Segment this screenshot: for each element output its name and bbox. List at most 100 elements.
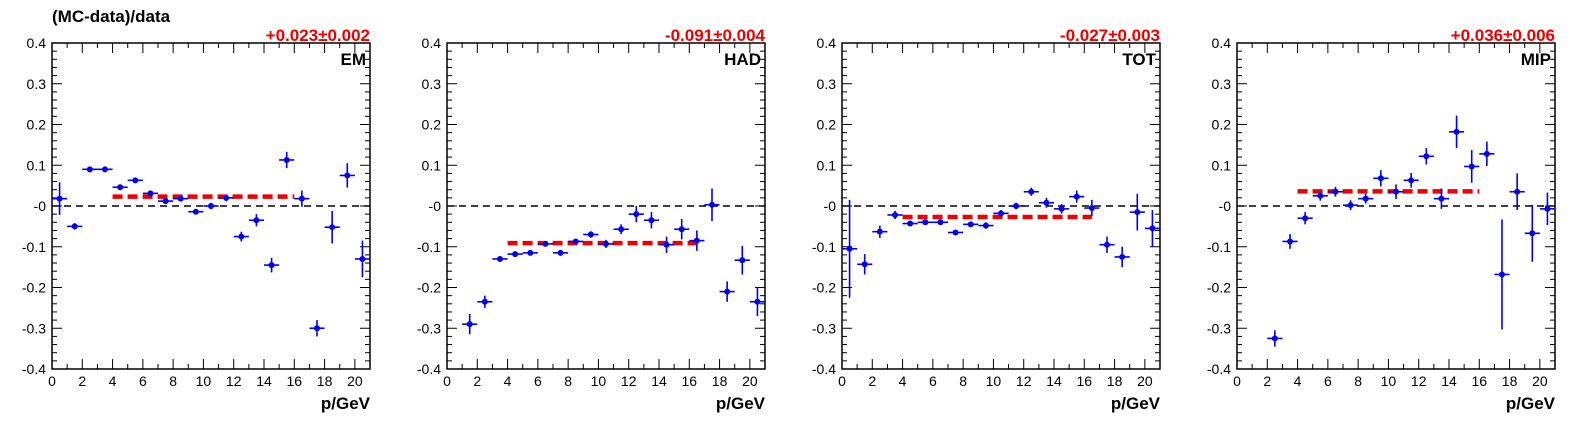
x-tick-label-tot: 8 [959,373,967,389]
y-tick-label-had: 0.1 [422,157,442,173]
y-tick-label-mip: 0.1 [1212,157,1232,173]
data-point-em [223,194,230,201]
data-point-tot [998,210,1004,217]
x-axis-title-mip: p/GeV [1506,394,1556,413]
data-point-tot [982,222,989,229]
data-point-had [527,249,534,256]
data-point-tot [967,221,974,228]
data-point-had [542,240,549,247]
y-tick-label-em: 0.2 [27,117,47,133]
x-tick-label-had: 0 [443,373,451,389]
data-point-em [177,195,184,202]
data-point-had [724,288,731,295]
x-tick-label-em: 14 [256,373,272,389]
data-point-tot [922,219,929,226]
x-tick-label-tot: 2 [868,373,876,389]
x-tick-label-tot: 0 [838,373,846,389]
x-tick-label-mip: 4 [1294,373,1302,389]
data-point-mip [1302,215,1309,222]
data-point-tot [1073,193,1080,200]
data-point-em [268,262,275,269]
y-tick-label-tot: 0.1 [817,157,837,173]
fit-result-text-mip: +0.036±0.006 [1451,26,1555,45]
x-tick-label-tot: 4 [899,373,907,389]
x-tick-label-had: 2 [473,373,481,389]
data-point-mip [1332,188,1339,195]
y-tick-label-em: -0 [34,198,47,214]
data-point-had [481,298,488,305]
y-tick-label-tot: -0.4 [812,361,836,377]
data-point-em [253,217,260,224]
data-point-em [329,224,336,231]
y-tick-label-em: -0.3 [22,320,46,336]
data-point-tot [1119,253,1126,260]
x-tick-label-mip: 12 [1411,373,1427,389]
data-point-mip [1499,271,1505,278]
data-point-em [359,255,366,262]
x-tick-label-had: 16 [681,373,697,389]
panel-label-tot: TOT [1122,50,1156,69]
data-point-mip [1271,335,1278,342]
data-point-mip [1317,192,1324,199]
x-tick-label-em: 0 [48,373,56,389]
fit-result-text-had: -0.091±0.004 [665,26,766,45]
data-point-had [709,201,715,208]
y-tick-label-tot: 0.3 [817,76,837,92]
x-tick-label-had: 20 [742,373,758,389]
data-point-mip [1453,128,1460,135]
x-tick-label-em: 16 [286,373,302,389]
data-point-had [739,257,746,264]
data-point-had [466,321,473,328]
x-axis-title-had: p/GeV [716,394,766,413]
x-tick-label-mip: 20 [1532,373,1548,389]
x-tick-label-mip: 2 [1263,373,1271,389]
data-point-had [557,249,564,256]
data-point-tot [1149,225,1156,232]
y-tick-label-mip: 0.4 [1212,35,1232,51]
y-tick-label-mip: -0.4 [1207,361,1231,377]
x-tick-label-mip: 16 [1471,373,1487,389]
x-axis-title-em: p/GeV [321,394,371,413]
x-tick-label-mip: 8 [1354,373,1362,389]
data-point-tot [861,261,868,268]
x-tick-label-em: 6 [139,373,147,389]
data-point-mip [1347,202,1354,209]
y-tick-label-em: -0.1 [22,239,46,255]
y-axis-title: (MC-data)/data [52,7,171,26]
data-point-tot [1043,199,1050,206]
y-tick-label-tot: -0.3 [812,320,836,336]
y-tick-label-had: -0.4 [417,361,441,377]
y-tick-label-em: -0.2 [22,280,46,296]
x-tick-label-mip: 18 [1502,373,1518,389]
x-tick-label-em: 20 [347,373,363,389]
data-point-mip [1544,205,1551,212]
data-point-mip [1362,195,1369,202]
data-point-tot [876,228,883,235]
x-tick-label-had: 14 [651,373,667,389]
data-point-em [162,198,169,205]
data-point-tot [952,229,959,236]
data-point-tot [846,245,853,252]
data-point-em [238,233,245,240]
y-tick-label-em: 0.4 [27,35,47,51]
y-tick-label-had: -0.2 [417,280,441,296]
data-point-mip [1483,150,1490,157]
x-tick-label-mip: 10 [1381,373,1397,389]
data-point-em [344,172,351,179]
data-point-had [678,226,685,233]
y-tick-label-mip: 0.3 [1212,76,1232,92]
y-tick-label-mip: 0.2 [1212,117,1232,133]
data-point-had [648,217,655,224]
x-tick-label-em: 18 [317,373,333,389]
y-tick-label-had: 0.4 [422,35,442,51]
y-tick-label-mip: -0.3 [1207,320,1231,336]
x-tick-label-em: 2 [78,373,86,389]
data-point-tot [1134,209,1141,216]
data-point-had [603,240,609,247]
data-point-em [283,156,290,163]
data-point-em [56,195,63,202]
x-tick-label-tot: 18 [1107,373,1123,389]
x-tick-label-had: 18 [712,373,728,389]
panel-label-had: HAD [724,50,761,69]
x-tick-label-tot: 20 [1137,373,1153,389]
